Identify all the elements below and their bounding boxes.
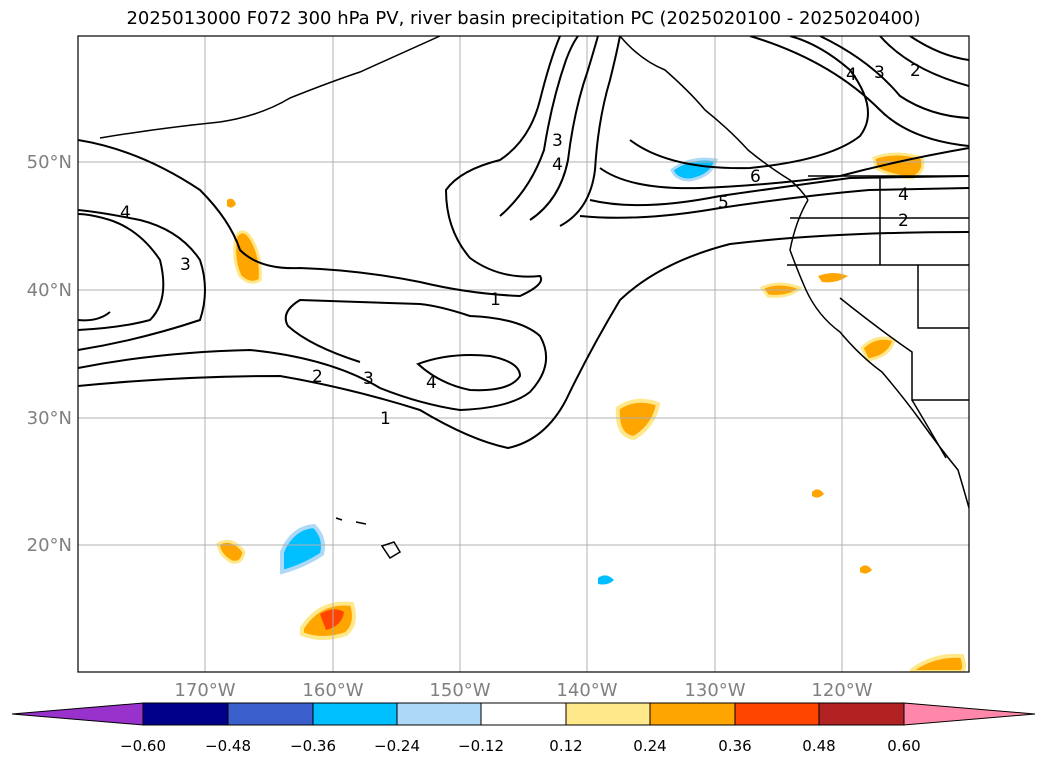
latitude-label: 40°N (26, 280, 72, 301)
pv-contour (909, 36, 969, 61)
contour-label: 4 (846, 65, 857, 85)
contour-label: 4 (120, 203, 131, 223)
map-background (78, 36, 969, 672)
colorbar (11, 702, 1036, 726)
longitude-label: 150°W (429, 680, 491, 701)
colorbar-segment (565, 702, 651, 726)
pv-contour (629, 36, 869, 170)
positive-anomaly-area (227, 198, 236, 208)
contour-label: 5 (718, 193, 729, 213)
strong-positive-anomaly-area (320, 609, 344, 630)
contour-label: 3 (180, 255, 191, 275)
colorbar-tick-label: 0.60 (887, 737, 921, 755)
pv-contour (78, 298, 547, 412)
colorbar-segment (480, 702, 567, 726)
pv-contour (599, 147, 969, 190)
us-west-coastline (789, 199, 969, 509)
pv-contour (499, 36, 579, 217)
pv-contour (579, 187, 969, 219)
negative-anomaly-area (598, 575, 614, 585)
colorbar-tick-label: −0.48 (205, 737, 251, 755)
positive-anomaly-area (860, 565, 872, 574)
negative-anomaly-area (280, 523, 325, 575)
contour-label: 1 (380, 409, 391, 429)
pv-contour (559, 36, 621, 227)
positive-anomaly-area (812, 489, 824, 498)
contour-label: 1 (490, 290, 501, 310)
baja-coastline (911, 399, 947, 459)
pv-contour (879, 36, 969, 87)
colorbar-extend-max (903, 702, 1036, 726)
state-border (917, 265, 969, 329)
contour-label: 2 (312, 367, 323, 387)
colorbar-tick-label: 0.24 (633, 737, 667, 755)
colorbar-segment (649, 702, 736, 726)
positive-anomaly-area (818, 273, 848, 283)
colorbar-tick-label: 0.48 (802, 737, 836, 755)
map-frame (77, 35, 970, 673)
colorbar-tick-label: −0.36 (290, 737, 336, 755)
contour-label: 3 (874, 63, 885, 83)
colorbar-extend-min (11, 702, 144, 726)
contour-label: 3 (363, 369, 374, 389)
pv-contour (589, 175, 969, 207)
contour-label: 4 (898, 185, 909, 205)
colorbar-segment (818, 702, 905, 726)
state-border (839, 297, 969, 401)
colorbar-segment (312, 702, 398, 726)
alaska-coastline (99, 36, 441, 139)
hawaii-island (355, 521, 367, 525)
colorbar-segment (396, 702, 482, 726)
contour-label: 3 (552, 131, 563, 151)
colorbar-tick-label: 0.12 (549, 737, 583, 755)
hawaii-island (335, 517, 343, 521)
contour-label: 4 (426, 373, 437, 393)
colorbar-tick-label: −0.12 (458, 737, 504, 755)
contour-label: 4 (552, 155, 563, 175)
colorbar-tick-label: −0.60 (120, 737, 166, 755)
latitude-label: 20°N (26, 535, 72, 556)
longitude-label: 170°W (174, 680, 236, 701)
pv-contour (749, 36, 969, 147)
colorbar-segment (142, 702, 229, 726)
positive-anomaly-area (216, 539, 246, 564)
contour-labels: 1 1 2 2 3 3 3 4 4 4 4 5 6 3 2 4 (120, 61, 921, 429)
gridlines (78, 36, 969, 672)
pv-contour (78, 231, 969, 450)
pv-contour (78, 209, 206, 351)
colorbar-tick-label: 0.36 (718, 737, 752, 755)
longitude-label: 140°W (556, 680, 618, 701)
contour-label: 2 (910, 61, 921, 81)
contour-label: 6 (750, 167, 761, 187)
longitude-label: 120°W (811, 680, 873, 701)
longitude-label: 160°W (302, 680, 364, 701)
contour-label: 2 (898, 211, 909, 231)
colorbar-segment (734, 702, 820, 726)
pv-contour (78, 213, 165, 331)
pv-contour (529, 36, 599, 221)
positive-anomaly-area (615, 398, 661, 441)
coastlines (99, 36, 969, 560)
pv-contour (416, 354, 522, 392)
pv-contours (78, 36, 969, 450)
latitude-label: 50°N (26, 152, 72, 173)
longitude-label: 130°W (684, 680, 746, 701)
colorbar-tick-label: −0.24 (374, 737, 420, 755)
positive-anomaly-area (910, 653, 966, 672)
latitude-label: 30°N (26, 408, 72, 429)
pv-contour (78, 311, 111, 322)
pv-contour (78, 36, 561, 298)
hawaii-island (380, 541, 402, 560)
pv-contour (819, 36, 969, 119)
negative-anomaly-area (670, 157, 718, 182)
map-title: 2025013000 F072 300 hPa PV, river basin … (126, 8, 921, 29)
colorbar-segment (227, 702, 314, 726)
